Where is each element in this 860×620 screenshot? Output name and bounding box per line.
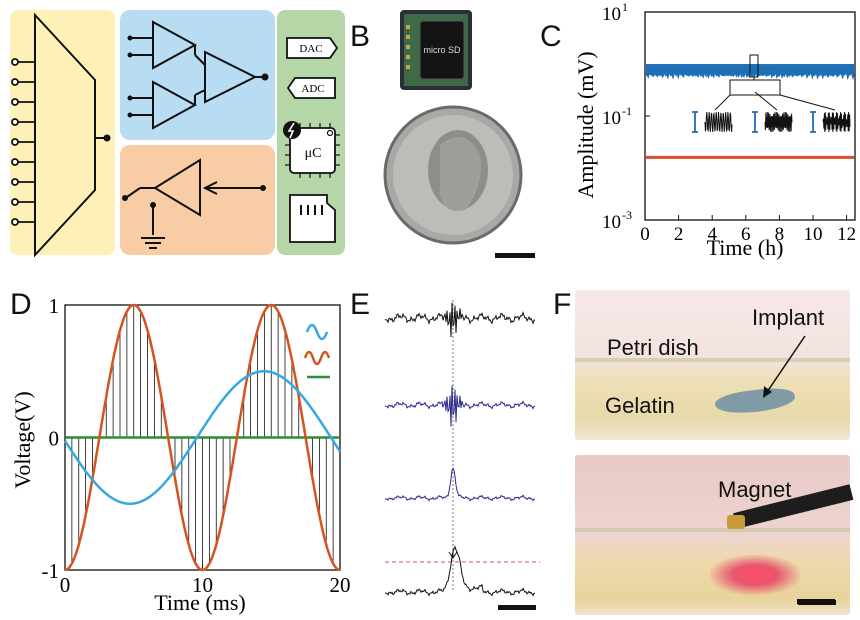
d-series-orange: [64, 303, 341, 572]
d-ytick-label: -1: [42, 559, 60, 583]
micro-sd-card: [419, 20, 465, 80]
dac-chip: [286, 37, 339, 59]
f-magnet-label: Magnet: [718, 477, 792, 502]
panel-a-block-diagram: DAC ADC μC: [10, 10, 345, 258]
svg-text:micro SD: micro SD: [423, 45, 461, 55]
f-gelatin-label: Gelatin: [605, 393, 675, 418]
e-trace-rectified: [384, 467, 536, 502]
c-inset-trace: [764, 111, 793, 133]
d-xtick-label: 0: [60, 573, 71, 597]
c-inset-scale: [752, 111, 758, 133]
c-inset-trace: [822, 111, 851, 133]
adc-chip: [286, 77, 336, 99]
c-inset-scale: [810, 111, 816, 133]
c-ytick-exponent: 1: [622, 0, 628, 14]
f-photo-bottom: [575, 455, 854, 615]
c-xtick-label: 12: [837, 224, 856, 245]
glowing-implant: [710, 555, 800, 595]
panel-b-photo: micro SD: [383, 10, 535, 258]
c-inset-traces: [692, 111, 851, 133]
f-petri-label: Petri dish: [607, 335, 699, 360]
mux-inputs: [11, 58, 35, 226]
mux-output-node: [103, 134, 111, 142]
c-xtick-label: 6: [741, 224, 751, 245]
c-inset-zoom: [714, 54, 836, 111]
d-ytick-label: 1: [49, 294, 60, 318]
mux-region: [10, 10, 115, 255]
microcontroller-chip: [289, 127, 336, 174]
c-ytick-exponent: -1: [622, 104, 632, 118]
e-trace-raw: [384, 302, 536, 338]
d-ylabel: Voltage(V): [10, 391, 35, 488]
c-ytick-label: 10: [602, 108, 621, 129]
legend-sine-blue: [305, 323, 329, 341]
dac-label: DAC: [299, 43, 322, 55]
legend-sine-orange: [303, 350, 331, 366]
panel-label-e: E: [350, 288, 371, 321]
c-xtick-label: 0: [640, 224, 650, 245]
d-xtick-label: 20: [330, 573, 351, 597]
c-xtick-label: 8: [775, 224, 785, 245]
stimulator-circuit: [126, 158, 263, 249]
c-xlabel: Time (h): [707, 235, 784, 260]
d-xtick-label: 10: [192, 573, 213, 597]
panel-e-traces: [384, 300, 540, 610]
c-ylabel: Amplitude (mV): [573, 51, 598, 198]
f-photo-top: [575, 290, 850, 440]
multiplexer-shape: [34, 12, 96, 258]
f-implant-label: Implant: [752, 305, 825, 330]
c-ytick-label: 10: [602, 4, 621, 25]
amp-output-node: [261, 73, 269, 81]
amplifier-triangles: [130, 20, 265, 130]
d-series-blue: [63, 370, 342, 505]
panel-label-c: C: [540, 20, 562, 53]
stimulator-region: [120, 145, 275, 255]
scale-bar-e: [498, 605, 536, 610]
scale-bar-b: [495, 253, 535, 258]
c-inset-trace: [704, 111, 733, 133]
panel-label-b: B: [350, 20, 371, 53]
d-ytick-label: 0: [49, 427, 60, 451]
amplifier-region: [120, 10, 275, 140]
c-ytick-exponent: -3: [622, 208, 632, 222]
c-xtick-label: 2: [674, 224, 684, 245]
panel-label-f: F: [553, 288, 572, 321]
e-trace-filtered: [384, 385, 536, 427]
mcu-label: μC: [305, 146, 322, 161]
c-ytick-label: 10: [602, 212, 621, 233]
adc-label: ADC: [301, 83, 324, 95]
d-legend: [303, 323, 331, 379]
d-xlabel: Time (ms): [154, 590, 245, 615]
c-xtick-label: 10: [804, 224, 823, 245]
panel-label-d: D: [10, 288, 32, 321]
e-trace-envelope: [384, 545, 536, 597]
scale-bar-f-visible: [798, 600, 836, 605]
c-inset-scale: [692, 111, 698, 133]
c-xtick-label: 4: [707, 224, 717, 245]
panel-d-chart: Voltage(V) Time (ms) 10-10 10 20: [10, 294, 351, 615]
